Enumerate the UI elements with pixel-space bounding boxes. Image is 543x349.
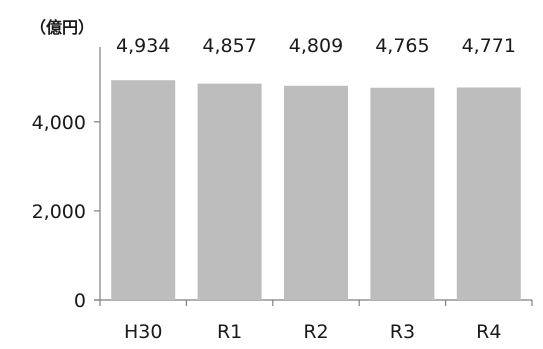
x-tick-label: R4 [476,321,501,343]
bar-value-label: 4,934 [116,35,170,57]
bar [111,80,176,300]
bar [284,85,348,300]
x-tick-label: R3 [390,321,415,343]
bar-value-label: 4,765 [375,35,429,57]
x-tick-label: R2 [303,321,328,343]
y-tick-label: 4,000 [32,112,86,134]
bar-value-label: 4,857 [202,35,256,57]
bar [456,87,521,300]
x-tick-label: H30 [124,321,162,343]
y-tick-label: 0 [74,290,86,312]
y-tick-label: 2,000 [32,201,86,223]
bar-value-label: 4,809 [289,35,343,57]
x-tick-label: R1 [217,321,242,343]
y-unit-label: （億円） [30,18,95,37]
bar [370,87,435,300]
bar [197,83,262,300]
bar-value-label: 4,771 [462,35,516,57]
